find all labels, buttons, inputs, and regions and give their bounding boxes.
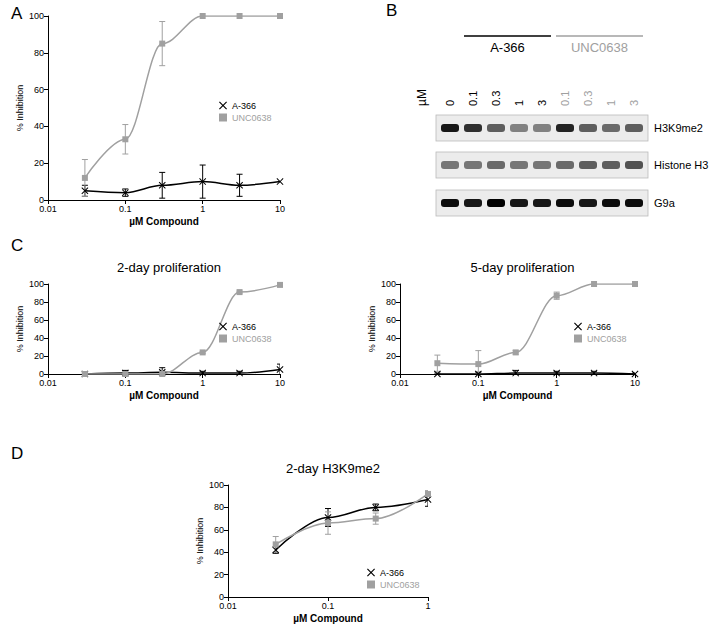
svg-text:20: 20 [386,351,396,361]
svg-text:100: 100 [29,11,44,21]
svg-text:D: D [11,444,23,463]
svg-text:µM Compound: µM Compound [293,613,363,624]
svg-text:G9a: G9a [654,197,676,209]
svg-text:80: 80 [386,297,396,307]
svg-text:µM Compound: µM Compound [129,216,199,227]
svg-text:80: 80 [214,502,224,512]
svg-text:UNC0638: UNC0638 [587,334,627,344]
svg-text:A-366: A-366 [490,40,525,55]
svg-text:20: 20 [34,351,44,361]
svg-text:A-366: A-366 [587,322,611,332]
svg-text:3: 3 [628,100,640,106]
svg-text:40: 40 [34,333,44,343]
svg-text:UNC0638: UNC0638 [232,334,272,344]
svg-text:% Inhibition: % Inhibition [195,518,205,565]
svg-text:1: 1 [200,204,205,214]
svg-text:0.3: 0.3 [490,91,502,106]
svg-text:% Inhibition: % Inhibition [15,306,25,353]
svg-text:0: 0 [444,100,456,106]
svg-text:100: 100 [381,279,396,289]
svg-text:A-366: A-366 [232,101,256,111]
svg-text:0.01: 0.01 [39,378,57,388]
svg-text:40: 40 [214,547,224,557]
svg-text:0.01: 0.01 [391,378,409,388]
svg-text:1: 1 [513,100,525,106]
svg-text:H3K9me2: H3K9me2 [654,122,703,134]
svg-text:2-day H3K9me2: 2-day H3K9me2 [286,461,380,476]
svg-text:µM: µM [415,89,429,106]
svg-text:µM Compound: µM Compound [483,390,553,401]
svg-text:0: 0 [39,195,44,205]
svg-text:% Inhibition: % Inhibition [367,306,377,353]
svg-text:Histone H3: Histone H3 [654,159,708,171]
svg-text:60: 60 [214,525,224,535]
svg-text:20: 20 [214,570,224,580]
svg-text:10: 10 [630,378,640,388]
svg-text:20: 20 [34,158,44,168]
svg-text:60: 60 [34,85,44,95]
svg-text:0.01: 0.01 [219,601,237,611]
svg-text:1: 1 [605,100,617,106]
svg-text:1: 1 [425,601,430,611]
svg-text:10: 10 [275,378,285,388]
svg-text:10: 10 [275,204,285,214]
svg-text:0: 0 [39,369,44,379]
svg-text:0.1: 0.1 [322,601,335,611]
svg-text:80: 80 [34,48,44,58]
svg-text:0.1: 0.1 [559,91,571,106]
svg-text:UNC0638: UNC0638 [380,580,420,590]
svg-text:B: B [386,1,397,20]
svg-text:100: 100 [29,279,44,289]
svg-text:60: 60 [34,315,44,325]
svg-text:0: 0 [219,592,224,602]
svg-text:% Inhibition: % Inhibition [15,85,25,132]
svg-text:40: 40 [386,333,396,343]
svg-text:40: 40 [34,121,44,131]
svg-text:UNC0638: UNC0638 [232,113,272,123]
svg-text:60: 60 [386,315,396,325]
svg-text:2-day proliferation: 2-day proliferation [117,260,221,275]
svg-text:C: C [11,236,23,255]
svg-text:100: 100 [209,480,224,490]
svg-text:A-366: A-366 [380,568,404,578]
svg-text:0.1: 0.1 [467,91,479,106]
svg-text:µM Compound: µM Compound [129,390,199,401]
svg-text:A: A [11,4,23,23]
svg-text:1: 1 [554,378,559,388]
svg-text:A-366: A-366 [232,322,256,332]
svg-text:0: 0 [391,369,396,379]
svg-text:0.1: 0.1 [119,378,132,388]
svg-text:0.3: 0.3 [582,91,594,106]
svg-text:0.1: 0.1 [119,204,132,214]
svg-text:0.01: 0.01 [39,204,57,214]
svg-text:5-day proliferation: 5-day proliferation [470,260,574,275]
svg-text:0.1: 0.1 [472,378,485,388]
svg-text:1: 1 [200,378,205,388]
svg-text:80: 80 [34,297,44,307]
svg-text:3: 3 [536,100,548,106]
svg-text:UNC0638: UNC0638 [571,40,628,55]
